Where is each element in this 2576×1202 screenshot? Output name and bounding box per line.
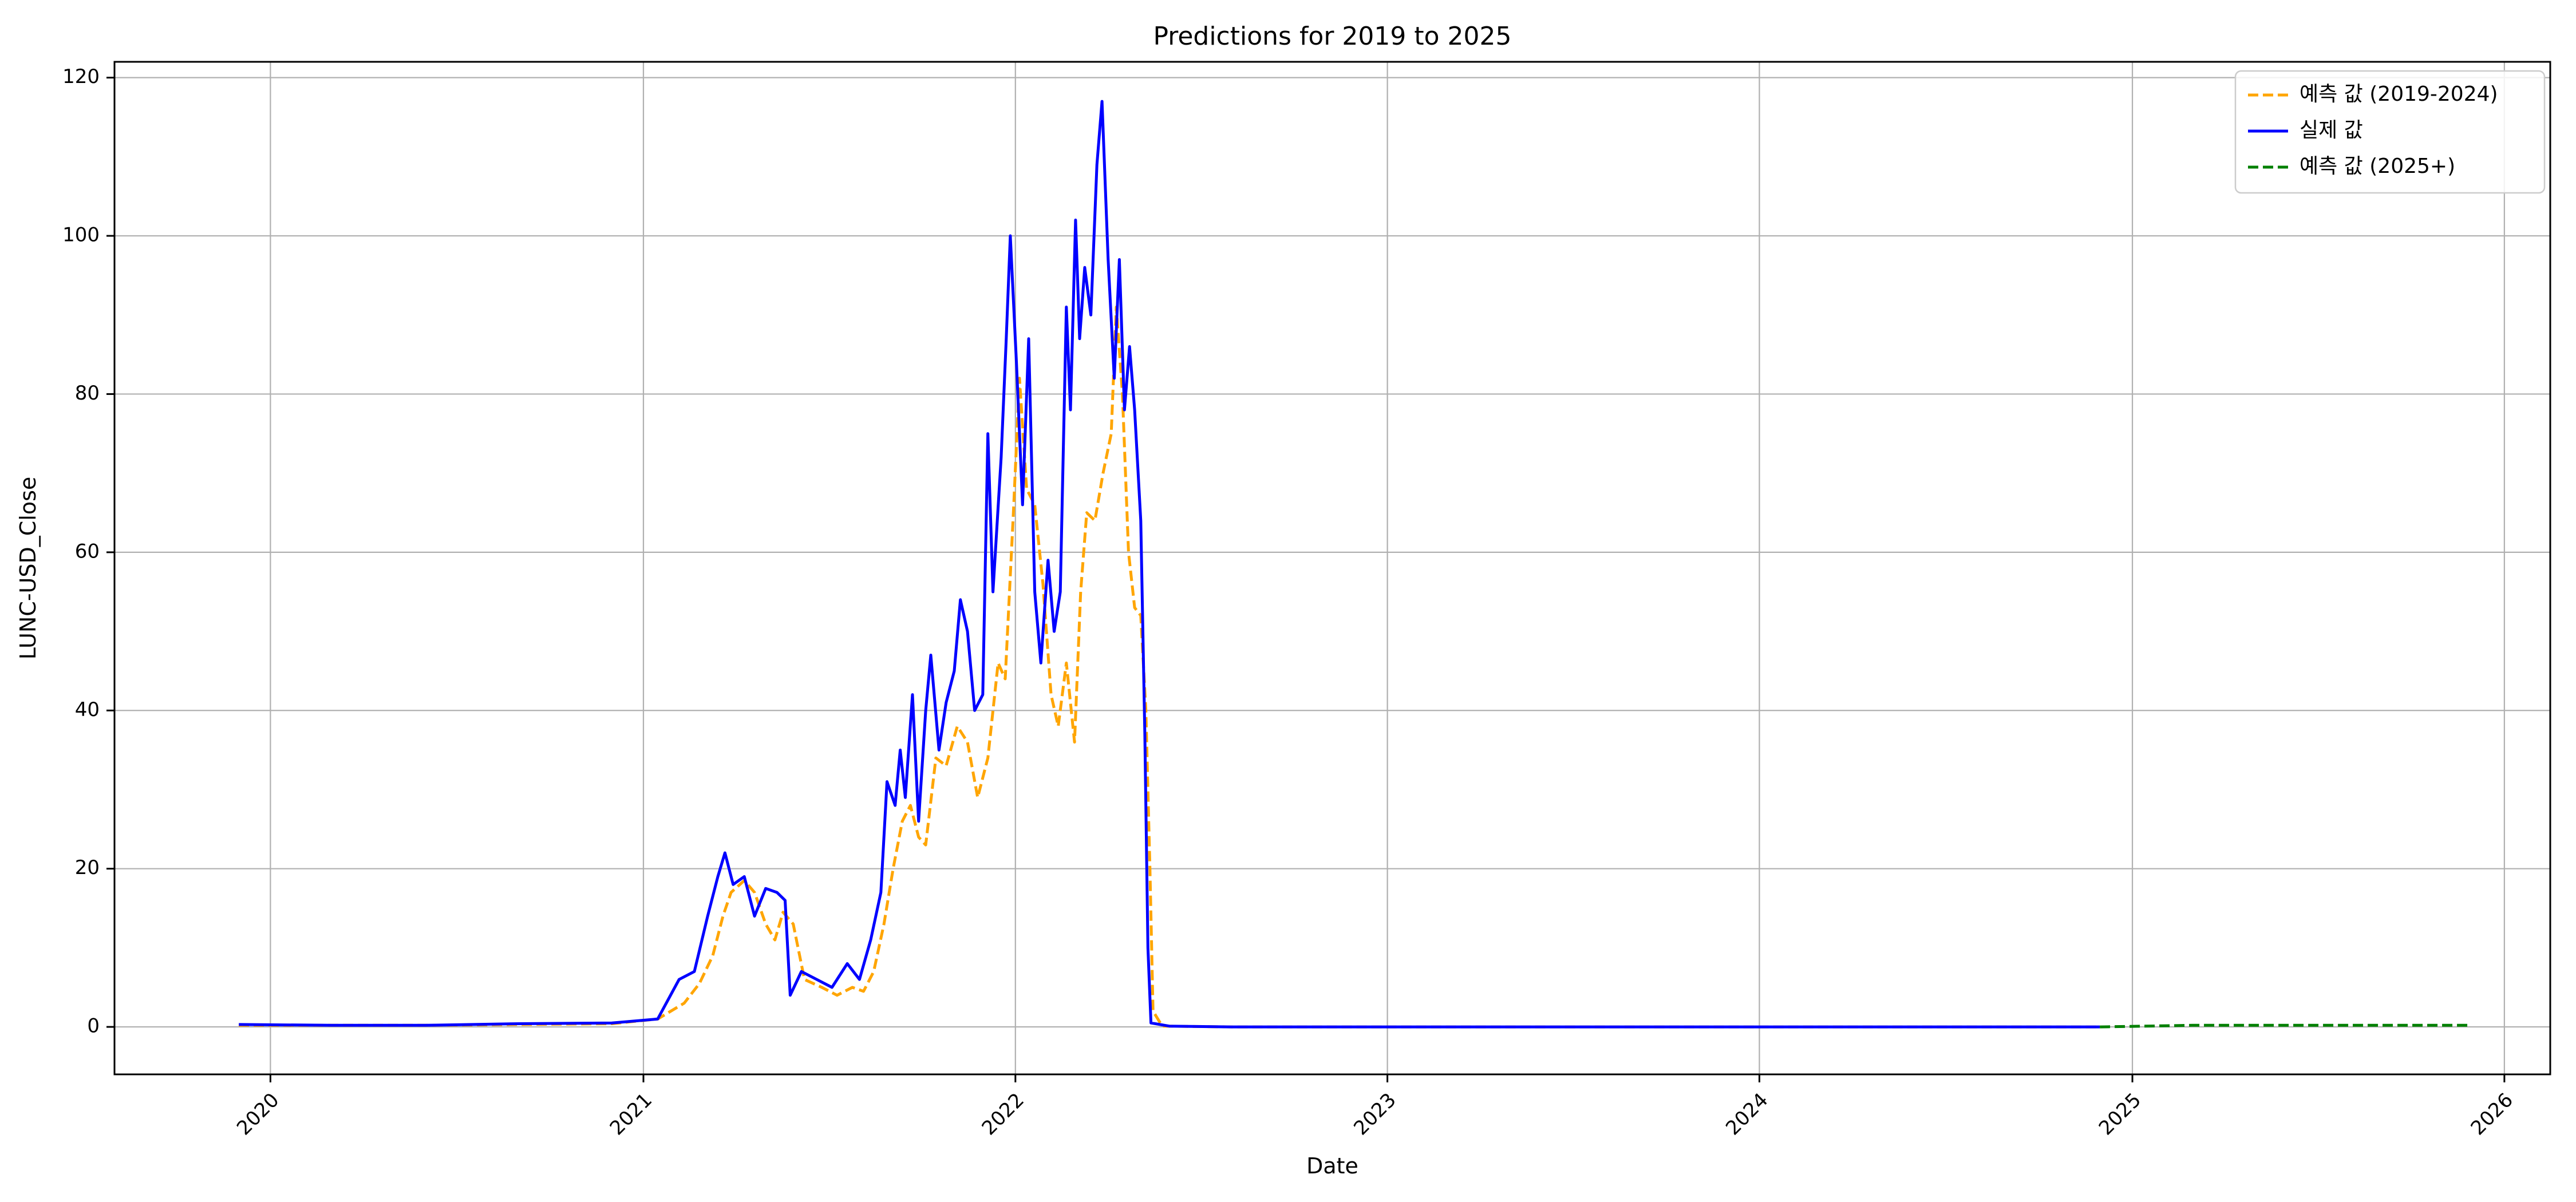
series-line-1 [239,305,2100,1029]
chart-title: Predictions for 2019 to 2025 [1153,22,1511,51]
y-tick-label: 120 [62,65,100,88]
plot-frame [113,61,2551,1076]
x-axis-label: Date [1306,1153,1358,1179]
y-tick-label: 0 [87,1015,100,1038]
grid [114,62,2550,1074]
y-tick-label: 40 [75,698,100,721]
y-tick-label: 20 [75,856,100,879]
legend-label: 예측 값 (2019-2024) [2300,82,2498,106]
legend-box [2234,70,2546,194]
y-tick-label: 80 [75,382,100,405]
series-line-3 [2100,1023,2472,1029]
y-tick-label: 100 [62,224,100,247]
legend-label: 예측 값 (2025+) [2300,155,2455,178]
y-tick-label: 60 [75,540,100,563]
y-axis-label: LUNC-USD_Close [15,477,41,659]
legend-label: 실제 값 [2300,118,2363,142]
legend: 예측 값 (2019-2024) 실제 값예측 값 (2025+) [2234,70,2546,194]
series-lines [239,100,2472,1029]
series-line-2 [239,100,2100,1029]
